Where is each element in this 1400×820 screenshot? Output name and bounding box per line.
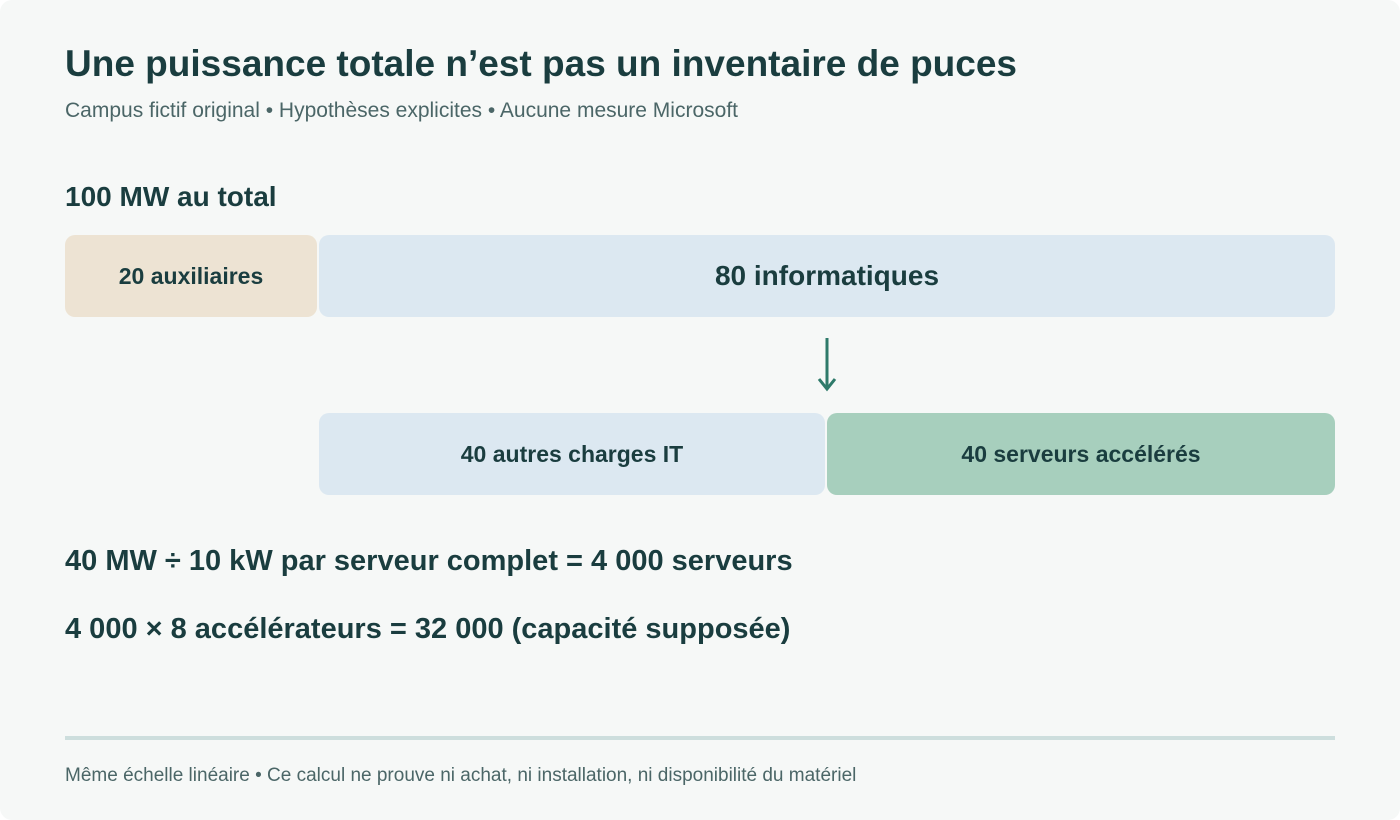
accelerated-servers-block: 40 serveurs accélérés [827, 413, 1335, 495]
accelerated-servers-label: 40 serveurs accélérés [961, 440, 1201, 467]
footer-divider [65, 736, 1335, 740]
footnote: Même échelle linéaire • Ce calcul ne pro… [65, 765, 857, 786]
other-it-load-block: 40 autres charges IT [319, 413, 825, 495]
other-it-load-label: 40 autres charges IT [460, 440, 684, 467]
down-arrow-icon [817, 338, 837, 392]
page-title: Une puissance totale n’est pas un invent… [65, 43, 1018, 84]
accelerator-count-calculation: 4 000 × 8 accélérateurs = 32 000 (capaci… [65, 613, 791, 645]
it-load-label: 80 informatiques [714, 260, 940, 291]
auxiliary-load-label: 20 auxiliaires [118, 262, 264, 289]
server-count-calculation: 40 MW ÷ 10 kW par serveur complet = 4 00… [65, 545, 793, 577]
auxiliary-load-block: 20 auxiliaires [65, 235, 317, 317]
it-load-block: 80 informatiques [319, 235, 1335, 317]
page-subtitle: Campus fictif original • Hypothèses expl… [65, 99, 738, 122]
total-power-label: 100 MW au total [65, 181, 277, 212]
